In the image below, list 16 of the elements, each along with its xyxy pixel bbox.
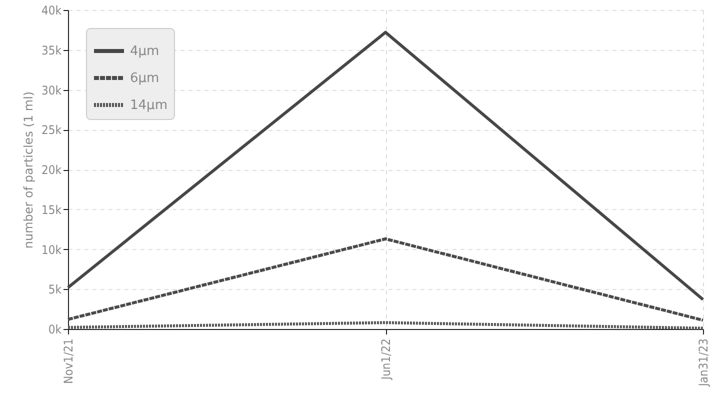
y-tick-label: 40k: [42, 4, 62, 18]
x-tick-label: Jan31/23: [696, 338, 710, 388]
y-tick-label: 0k: [48, 322, 62, 336]
y-tick-label: 25k: [42, 123, 62, 138]
legend-label: 4μm: [130, 44, 160, 59]
y-tick-label: 20k: [42, 163, 62, 177]
legend-label: 14μm: [130, 98, 168, 113]
y-tick-label: 15k: [42, 202, 62, 217]
y-axis-title: number of particles (1 ml): [22, 91, 36, 249]
x-tick-label: Nov1/21: [62, 338, 76, 384]
legend-label: 6μm: [130, 71, 160, 86]
y-tick-label: 5k: [48, 282, 62, 297]
y-tick-label: 10k: [42, 242, 62, 257]
y-tick-label: 30k: [42, 83, 62, 98]
x-tick-label: Jun1/22: [379, 338, 393, 381]
y-tick-label: 35k: [42, 43, 62, 58]
